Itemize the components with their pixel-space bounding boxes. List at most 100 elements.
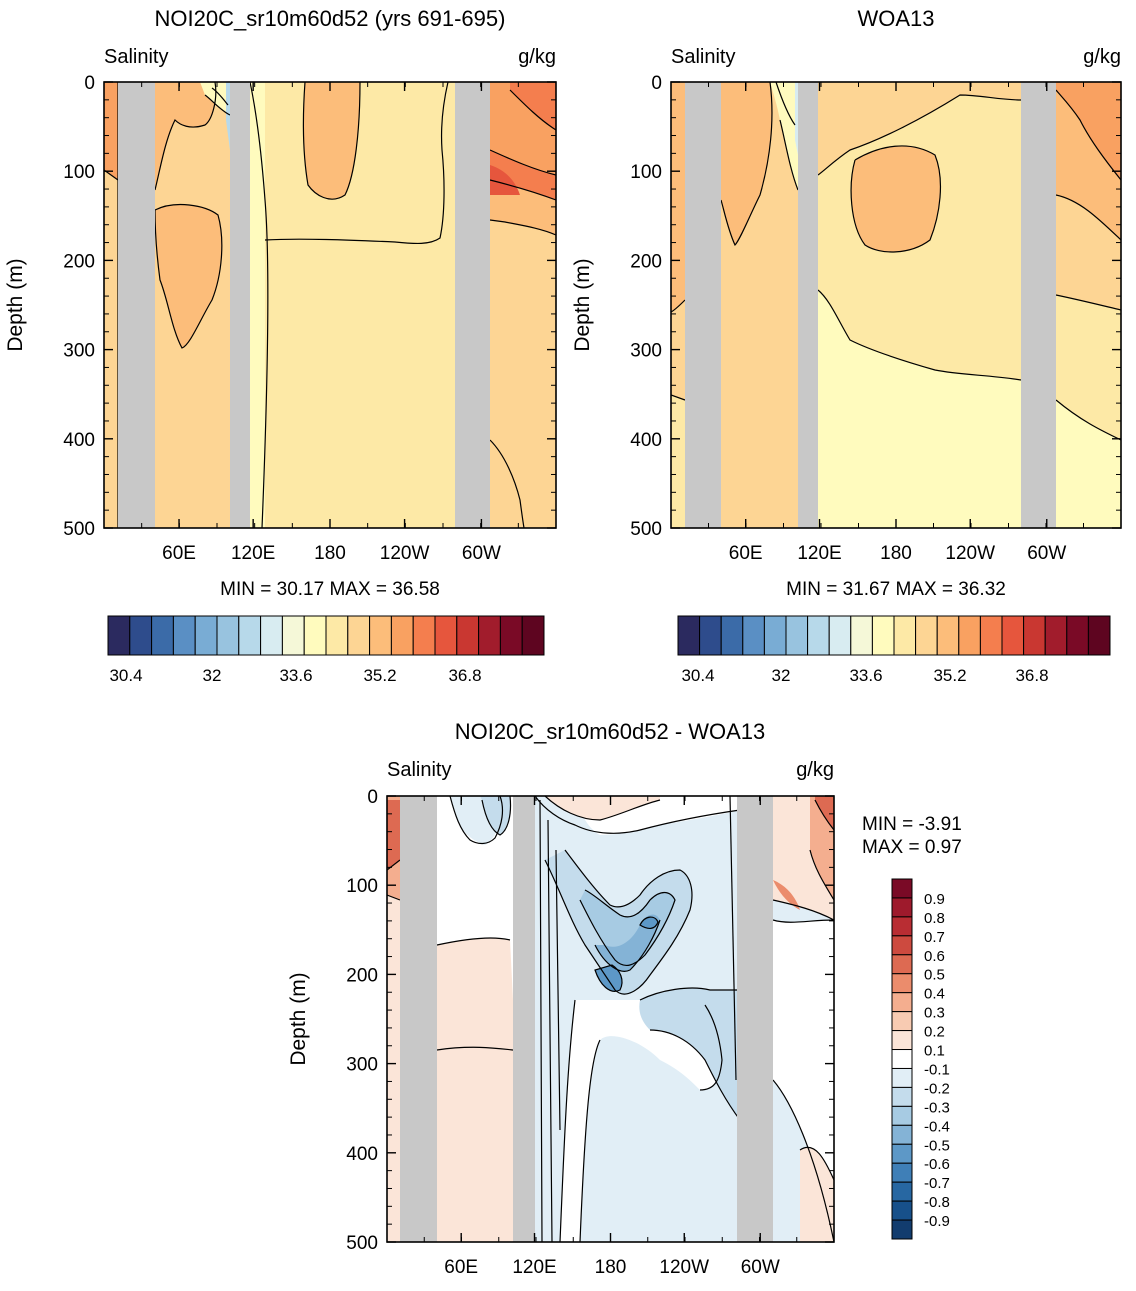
colorbar-box (891, 878, 913, 899)
y-tick-label: 100 (346, 876, 378, 897)
colorbar-box (958, 615, 981, 656)
colorbar-label: 0.1 (924, 1043, 945, 1060)
colorbar-box (763, 615, 787, 656)
y-tick-label: 400 (346, 1144, 378, 1165)
y-tick-label: 300 (63, 341, 95, 362)
colorbar-box (915, 615, 938, 656)
panel-title: WOA13 (857, 6, 934, 31)
colorbar-label: 36.8 (1015, 666, 1048, 685)
colorbar-label: -0.7 (924, 1175, 950, 1192)
colorbar-box (979, 615, 1003, 656)
colorbar-label: 0.4 (924, 986, 945, 1003)
x-tick-label: 120W (380, 543, 430, 564)
colorbar-label: 35.2 (363, 666, 396, 685)
x-tick-label: 120E (231, 543, 275, 564)
y-tick-label: 500 (63, 519, 95, 540)
x-tick-label: 120E (797, 543, 841, 564)
colorbar-box (891, 1011, 913, 1032)
colorbar-box (129, 615, 153, 656)
x-tick-label: 120E (512, 1257, 556, 1278)
colorbar-box (742, 615, 765, 656)
colorbar-box (260, 615, 283, 656)
y-tick-label: 400 (630, 430, 662, 451)
colorbar-label: 33.6 (279, 666, 312, 685)
colorbar-label: 0.7 (924, 929, 945, 946)
colorbar-box (1044, 615, 1068, 656)
colorbar-box (891, 1162, 913, 1183)
colorbar-label: 32 (203, 666, 222, 685)
colorbar-label: 0.3 (924, 1005, 945, 1022)
y-tick-label: 300 (346, 1055, 378, 1076)
colorbar-box (720, 615, 744, 656)
colorbar-label: -0.6 (924, 1156, 950, 1173)
panel-stats-min: MIN = -3.91 (862, 814, 962, 835)
colorbar-box (499, 615, 523, 656)
panel-title: NOI20C_sr10m60d52 - WOA13 (455, 719, 766, 744)
colorbar-box (194, 615, 218, 656)
x-tick-label: 120W (945, 543, 995, 564)
colorbar-box (1087, 615, 1111, 656)
colorbar-label: 33.6 (849, 666, 882, 685)
colorbar-box (891, 1105, 913, 1126)
contour-field (671, 82, 1121, 528)
colorbar-box (850, 615, 873, 656)
colorbar-box (891, 1181, 913, 1202)
colorbar-label: -0.9 (924, 1213, 950, 1230)
colorbar-label: 32 (772, 666, 791, 685)
colorbar-box (281, 615, 305, 656)
colorbar-box (891, 1124, 913, 1145)
colorbar-box (456, 615, 480, 656)
colorbar-box (1066, 615, 1089, 656)
colorbar-box (325, 615, 349, 656)
y-tick-label: 0 (367, 787, 378, 808)
colorbar-box (434, 615, 458, 656)
panel-variable-label: Salinity (671, 46, 735, 68)
x-tick-label: 60E (162, 543, 196, 564)
y-tick-label: 0 (651, 73, 662, 94)
colorbar-box (891, 1030, 913, 1051)
colorbar-box (369, 615, 392, 656)
colorbar-label: 35.2 (933, 666, 966, 685)
colorbar-box (1023, 615, 1046, 656)
colorbar-box (891, 1067, 913, 1088)
colorbar-label: -0.1 (924, 1061, 950, 1078)
panel-observations: WOA13 Salinity g/kg Depth (m) (571, 6, 1122, 600)
colorbar-observations: 30.4 32 33.6 35.2 36.8 (677, 615, 1111, 685)
panel-model: NOI20C_sr10m60d52 (yrs 691-695) Salinity… (4, 6, 557, 600)
y-tick-label: 0 (84, 73, 95, 94)
colorbar-box (871, 615, 895, 656)
panel-difference: NOI20C_sr10m60d52 - WOA13 Salinity g/kg … (287, 719, 962, 1278)
colorbar-box (891, 1200, 913, 1221)
y-axis: 0 100 200 300 400 500 60E 120E 180 120W 60W (630, 73, 1122, 564)
colorbar-box (891, 897, 913, 918)
colorbar-box (891, 1219, 913, 1240)
colorbar-box (785, 615, 809, 656)
y-tick-label: 200 (63, 251, 95, 272)
colorbar-label: -0.2 (924, 1080, 950, 1097)
colorbar-box (478, 615, 501, 656)
colorbar-box (390, 615, 414, 656)
colorbar-box (347, 615, 371, 656)
colorbar-box (172, 615, 196, 656)
colorbar-box (107, 615, 131, 656)
colorbar-box (891, 1049, 913, 1069)
colorbar-box (699, 615, 722, 656)
x-tick-label: 120W (659, 1257, 709, 1278)
y-tick-label: 300 (630, 341, 662, 362)
y-tick-label: 100 (63, 162, 95, 183)
colorbar-label: 0.8 (924, 910, 945, 927)
colorbar-label: 30.4 (109, 666, 142, 685)
y-axis-label: Depth (m) (287, 972, 310, 1065)
colorbar-box (891, 992, 913, 1013)
colorbar-label: 0.5 (924, 967, 945, 984)
x-tick-label: 60W (462, 543, 501, 564)
y-tick-label: 200 (346, 965, 378, 986)
colorbar-box (891, 973, 913, 994)
colorbar-label: 30.4 (681, 666, 714, 685)
panel-stats: MIN = 31.67 MAX = 36.32 (786, 579, 1006, 600)
colorbar-box (216, 615, 240, 656)
colorbar-box (891, 1143, 913, 1164)
panel-units-label: g/kg (796, 759, 834, 781)
colorbar-model: 30.4 32 33.6 35.2 36.8 (107, 615, 545, 685)
